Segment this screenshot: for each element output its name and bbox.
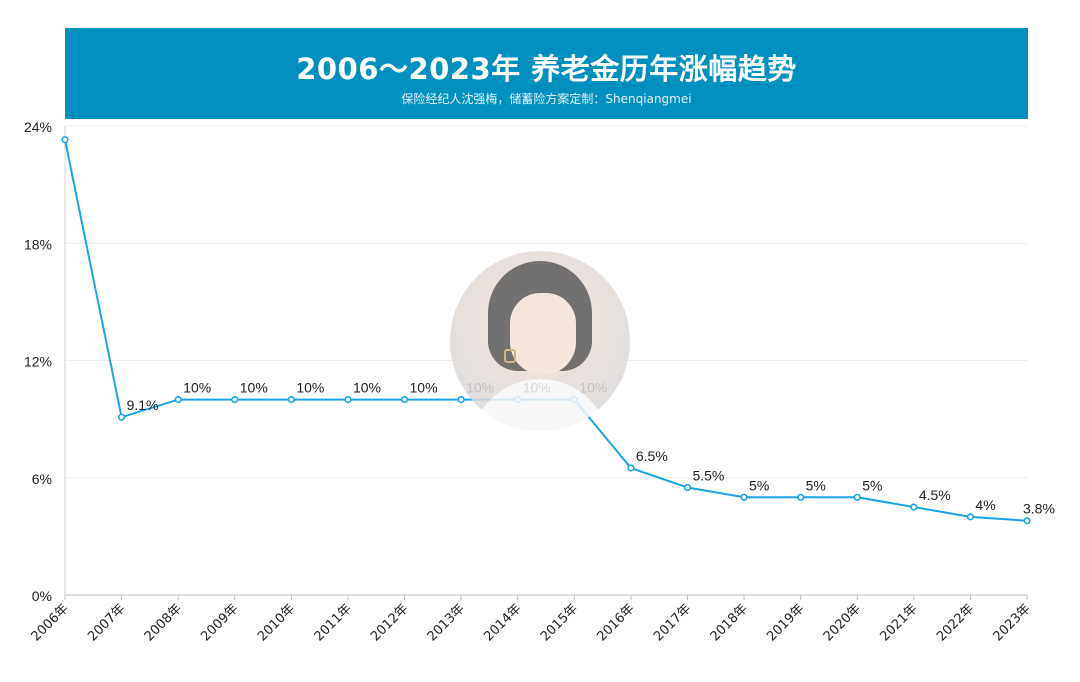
- x-tick-label: 2007年: [85, 601, 128, 644]
- x-tick-label: 2012年: [368, 601, 411, 644]
- avatar-face: [510, 293, 576, 375]
- data-label: 5.5%: [692, 468, 724, 484]
- data-label: 10%: [296, 380, 324, 396]
- data-point: [344, 395, 352, 404]
- data-point: [400, 395, 409, 404]
- data-point: [966, 513, 975, 521]
- data-label: 3.8%: [1023, 501, 1055, 517]
- chart-title: 2006～2023年 养老金历年涨幅趋势: [296, 52, 797, 86]
- data-label: 10%: [183, 380, 211, 396]
- x-tick-label: 2020年: [821, 601, 864, 644]
- y-tick-label: 12%: [24, 354, 52, 370]
- y-tick-label: 24%: [24, 119, 52, 135]
- data-point: [910, 503, 918, 511]
- data-point: [797, 493, 805, 501]
- x-tick-label: 2021年: [877, 601, 920, 644]
- y-tick-label: 6%: [32, 471, 52, 487]
- x-tick-label: 2018年: [708, 601, 751, 644]
- y-tick-label: 18%: [24, 236, 52, 252]
- x-tick-label: 2013年: [425, 601, 468, 644]
- x-tick-label: 2010年: [255, 601, 298, 644]
- data-point: [231, 395, 239, 404]
- data-point: [61, 136, 69, 144]
- data-point: [117, 413, 126, 421]
- data-label: 10%: [353, 380, 381, 396]
- data-point: [174, 395, 182, 404]
- y-tick-label: 0%: [32, 588, 52, 604]
- avatar-shirt: [470, 379, 610, 431]
- title-banner: 2006～2023年 养老金历年涨幅趋势 保险经纪人沈强梅，储蓄险方案定制：Sh…: [65, 28, 1028, 119]
- data-label: 10%: [410, 380, 438, 396]
- data-point: [457, 395, 465, 404]
- data-label: 6.5%: [636, 448, 668, 464]
- data-label: 5%: [862, 477, 882, 493]
- chart-subtitle: 保险经纪人沈强梅，储蓄险方案定制：Shenqiangmei: [401, 92, 692, 106]
- data-point: [1023, 517, 1031, 525]
- x-tick-label: 2008年: [142, 601, 185, 644]
- data-point: [683, 483, 692, 492]
- data-label: 9.1%: [127, 397, 159, 413]
- data-point: [287, 395, 295, 404]
- data-label: 5%: [806, 477, 826, 493]
- avatar-earring: [504, 349, 516, 363]
- x-tick-label: 2019年: [764, 601, 807, 644]
- avatar: [450, 251, 630, 431]
- x-tick-label: 2015年: [538, 601, 581, 644]
- data-label: 4.5%: [919, 487, 951, 503]
- x-tick-label: 2023年: [991, 601, 1034, 644]
- data-label: 4%: [975, 497, 995, 513]
- x-tick-label: 2022年: [934, 601, 977, 644]
- x-tick-label: 2006年: [29, 601, 72, 644]
- x-tick-label: 2017年: [651, 601, 694, 644]
- data-point: [740, 493, 748, 501]
- data-point: [853, 493, 861, 501]
- data-label: 10%: [240, 380, 268, 396]
- x-tick-label: 2014年: [481, 601, 524, 644]
- x-tick-label: 2009年: [198, 601, 241, 644]
- data-label: 5%: [749, 477, 769, 493]
- data-point: [627, 464, 635, 472]
- x-tick-label: 2016年: [595, 601, 638, 644]
- x-tick-label: 2011年: [312, 601, 355, 644]
